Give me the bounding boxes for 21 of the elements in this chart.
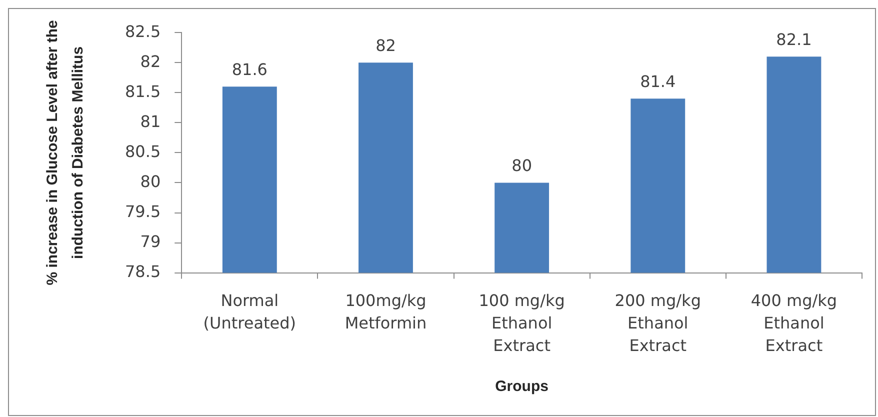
- y-tick-label: 79.5: [125, 202, 161, 221]
- data-label: 82: [376, 36, 396, 55]
- x-tick-label: 100mg/kg Metformin: [344, 291, 427, 333]
- data-label: 81.6: [232, 60, 268, 79]
- x-tick-label: 100 mg/kg Ethanol Extract: [478, 291, 565, 355]
- x-tick-label: 400 mg/kg Ethanol Extract: [750, 291, 838, 355]
- y-tick-label: 79: [140, 232, 161, 251]
- x-tick-label: Normal (Untreated): [203, 291, 296, 333]
- data-label: 81.4: [640, 72, 676, 91]
- y-tick-label: 78.5: [125, 262, 161, 281]
- y-axis-title: % increase in Glucose Level after the induction of Diabetes Mellitus: [44, 20, 86, 286]
- y-tick-label: 82: [140, 52, 161, 71]
- y-tick-label: 80.5: [125, 142, 161, 161]
- y-tick-label: 80: [140, 172, 161, 191]
- x-tick-label: 200 mg/kg Ethanol Extract: [614, 291, 701, 355]
- y-tick-label: 82.5: [125, 22, 161, 41]
- data-label: 80: [512, 156, 532, 175]
- y-tick-label: 81: [140, 112, 161, 131]
- data-label: 82.1: [776, 30, 812, 49]
- x-axis-title: Groups: [495, 378, 548, 396]
- y-tick-label: 81.5: [125, 82, 161, 101]
